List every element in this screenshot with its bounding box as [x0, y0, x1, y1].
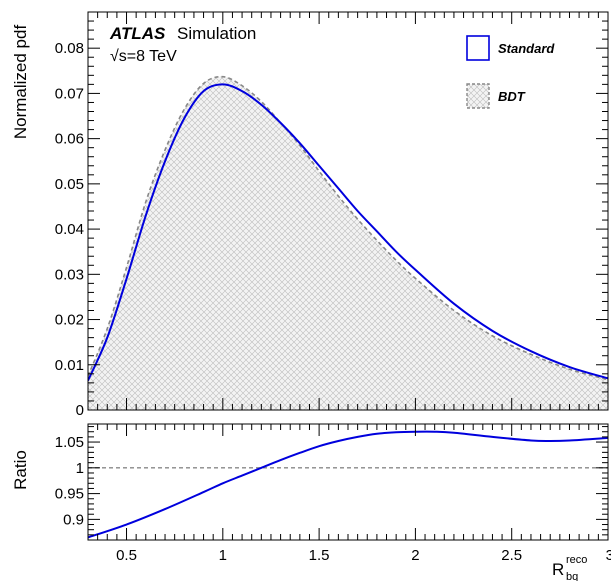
- legend: Standard BDT: [466, 35, 555, 109]
- simulation-label: Simulation: [177, 24, 256, 43]
- ratio-plot-area: [88, 430, 608, 539]
- y-tick-label: 0.04: [55, 221, 84, 238]
- y-tick-label: 0: [76, 402, 84, 419]
- y-tick-label: 0.08: [55, 40, 84, 57]
- legend-label-standard: Standard: [498, 41, 555, 56]
- y-axis-label-main: Normalized pdf: [11, 25, 30, 140]
- y-tick-label: 0.01: [55, 357, 84, 374]
- bdt-series-line: [88, 75, 608, 381]
- atlas-label: ATLAS: [109, 24, 166, 43]
- x-tick-label: 1: [219, 547, 227, 564]
- x-tick-label: 0.5: [116, 547, 137, 564]
- main-panel: 0 0.01 0.02 0.03 0.04 0.05 0.06 0.07 0.08: [55, 11, 609, 419]
- x-tick-label: 3: [606, 547, 611, 564]
- ratio-y-tick-label: 1: [76, 460, 84, 477]
- ratio-series-line: [88, 430, 608, 539]
- legend-swatch-standard: [466, 35, 490, 61]
- legend-swatch-bdt: [466, 83, 490, 109]
- ratio-y-tick-label: 0.95: [55, 486, 84, 503]
- y-tick-label: 0.06: [55, 131, 84, 148]
- main-plot-area: [88, 75, 608, 410]
- y-tick-label: 0.05: [55, 176, 84, 193]
- x-tick-label: 1.5: [309, 547, 330, 564]
- y-axis-label-ratio: Ratio: [11, 450, 30, 490]
- ratio-panel: 0.9 0.95 1 1.05 0.5 1 1.5 2 2.5 3: [55, 423, 611, 564]
- x-tick-label: 2: [411, 547, 419, 564]
- ratio-y-tick-label: 0.9: [63, 511, 84, 528]
- x-axis-label-sub: bq: [566, 571, 578, 581]
- y-tick-label: 0.03: [55, 266, 84, 283]
- energy-label: √s=8 TeV: [110, 48, 177, 65]
- legend-label-bdt: BDT: [498, 89, 526, 104]
- y-tick-label: 0.07: [55, 85, 84, 102]
- ratio-y-tick-label: 1.05: [55, 434, 84, 451]
- x-tick-label: 2.5: [501, 547, 522, 564]
- x-axis-label: R: [552, 560, 564, 579]
- y-tick-label: 0.02: [55, 312, 84, 329]
- x-axis-label-sup: reco: [566, 554, 587, 566]
- standard-series-line: [88, 83, 608, 382]
- bdt-fill-area: [88, 76, 608, 410]
